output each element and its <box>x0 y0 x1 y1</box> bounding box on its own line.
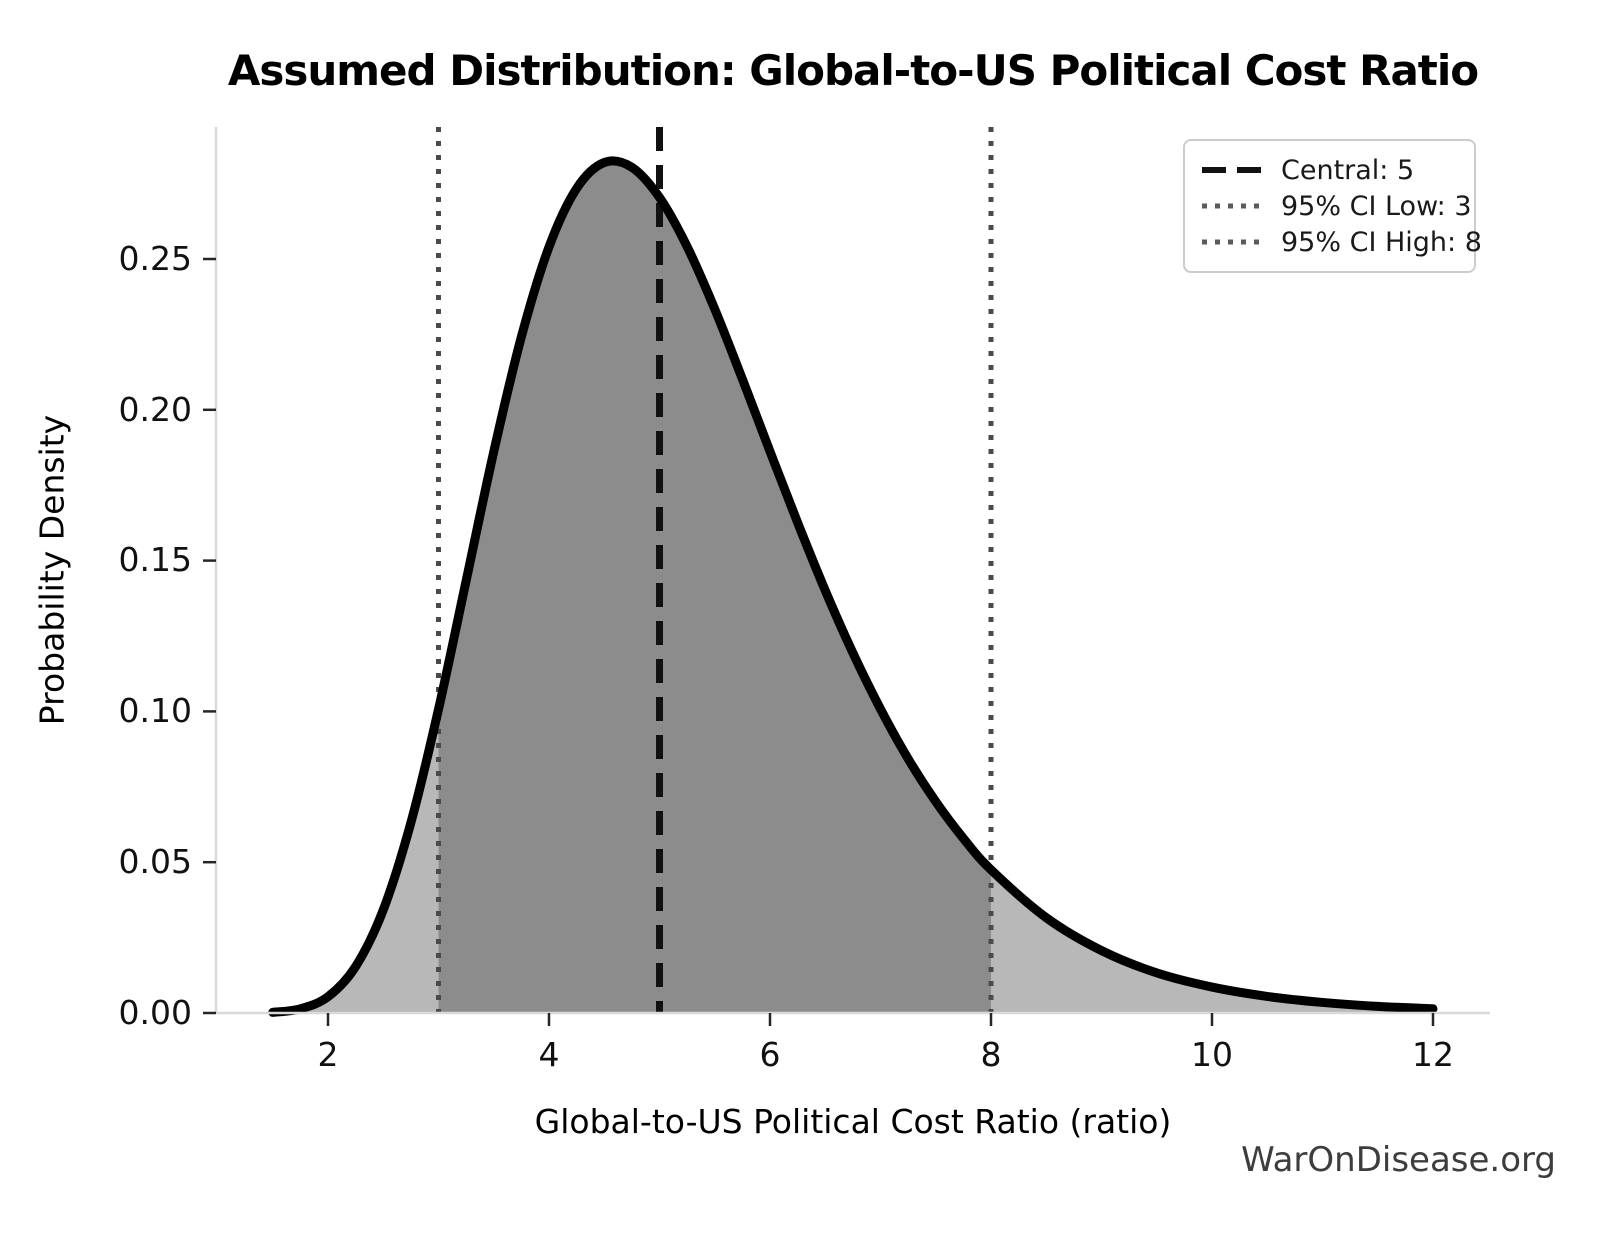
legend-item-ci-high: 95% CI High: 8 <box>1201 224 1482 260</box>
x-axis-label: Global-to-US Political Cost Ratio (ratio… <box>534 1102 1172 1141</box>
y-tick-label: 0.10 <box>118 691 192 730</box>
y-tick-label: 0.00 <box>118 993 192 1032</box>
chart-title: Assumed Distribution: Global-to-US Polit… <box>227 46 1479 95</box>
density-fill-ci-band <box>438 160 991 1013</box>
y-tick-label: 0.25 <box>118 239 192 278</box>
y-tick-label: 0.20 <box>118 390 192 429</box>
dotted-line-icon <box>1202 203 1262 209</box>
density-curve <box>268 156 1438 1017</box>
y-tick-label: 0.15 <box>118 540 192 579</box>
y-axis-label: Probability Density <box>32 414 72 726</box>
x-tick-label: 6 <box>759 1035 781 1074</box>
dashed-line-icon <box>1202 167 1262 173</box>
x-tick-label: 12 <box>1412 1035 1454 1074</box>
x-tick-label: 4 <box>538 1035 560 1074</box>
dotted-line-icon <box>1202 239 1262 245</box>
legend-label: Central: 5 <box>1281 154 1415 186</box>
legend-label: 95% CI High: 8 <box>1281 226 1482 258</box>
y-tick-label: 0.05 <box>118 842 192 881</box>
legend: Central: 5 95% CI Low: 3 95% CI High: 8 <box>1183 139 1482 273</box>
x-tick-label: 10 <box>1191 1035 1233 1074</box>
x-tick-label: 8 <box>980 1035 1002 1074</box>
legend-item-ci-low: 95% CI Low: 3 <box>1201 188 1472 224</box>
legend-item-central: Central: 5 <box>1201 152 1458 188</box>
x-tick-label: 2 <box>317 1035 339 1074</box>
watermark: WarOnDisease.org <box>1241 1140 1556 1180</box>
legend-label: 95% CI Low: 3 <box>1281 190 1472 222</box>
